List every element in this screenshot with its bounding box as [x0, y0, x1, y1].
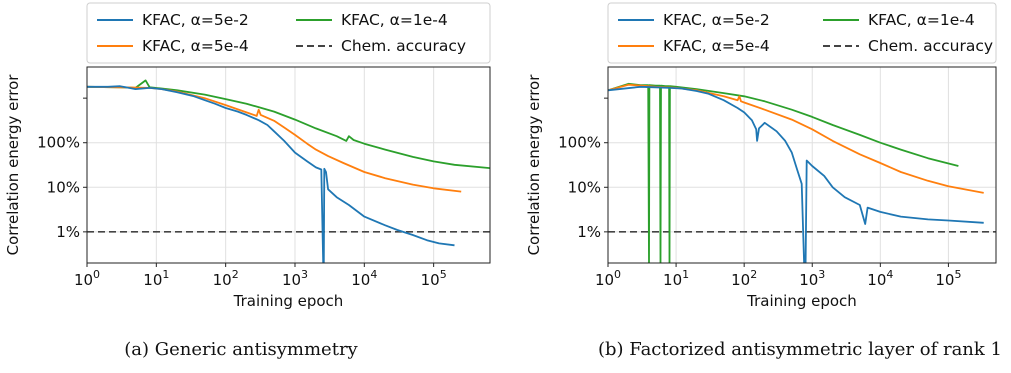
panel-b-grid: [607, 67, 996, 263]
panel-b-y-axis-label: Correlation energy error: [525, 74, 543, 256]
panel-b-legend-label-series-2: KFAC, α=5e-4: [663, 37, 770, 55]
panel-b-plot-area: [608, 82, 996, 263]
x-tick-label: 100: [595, 268, 621, 289]
x-tick-label: 100: [74, 268, 100, 289]
panel-a-caption: (a) Generic antisymmetry: [124, 339, 358, 360]
panel-b-x-ticks: 100 101 102 103 104 105: [595, 263, 961, 289]
panel-b-legend-label-series-3: KFAC, α=1e-4: [868, 11, 975, 29]
y-tick-label: 10%: [47, 178, 80, 196]
panel-a-legend-label-series-1: KFAC, α=5e-2: [142, 11, 249, 29]
panel-a-legend-box: [86, 2, 491, 64]
panel-b-legend: KFAC, α=5e-2 KFAC, α=5e-4 KFAC, α=1e-4 C…: [607, 2, 997, 64]
series-line-2: [608, 83, 984, 194]
panel-a-axes-frame: [86, 66, 491, 264]
y-tick-label: 1%: [56, 223, 80, 241]
panel-a-x-axis-label: Training epoch: [233, 292, 344, 310]
panel-a-x-ticks: 100 101 102 103 104 105: [74, 263, 447, 289]
panel-a-legend: KFAC, α=5e-2 KFAC, α=5e-4 KFAC, α=1e-4 C…: [86, 2, 491, 64]
series-line-2: [87, 85, 462, 193]
panel-a-y-axis-label: Correlation energy error: [4, 74, 22, 256]
panel-a-grid: [86, 67, 490, 263]
x-tick-label: 101: [663, 268, 689, 289]
panel-b-caption: (b) Factorized antisymmetric layer of ra…: [598, 339, 1002, 360]
panel-b-marks: [608, 82, 996, 263]
panel-a-legend-label-reference: Chem. accuracy: [341, 37, 466, 55]
series-line-3: [608, 82, 959, 263]
x-tick-label: 104: [351, 268, 377, 289]
panel-b: 100 101 102 103 104 105 100% 10% 1% Training ep…: [525, 2, 1002, 360]
x-tick-label: 105: [935, 268, 961, 289]
panel-a-plot-area: [87, 79, 490, 263]
x-tick-label: 105: [421, 268, 447, 289]
panel-a-marks: [87, 79, 490, 263]
y-tick-label: 1%: [577, 223, 601, 241]
panel-b-x-axis-label: Training epoch: [746, 292, 857, 310]
panel-a: 100 101 102 103 104 105 100% 10% 1% Training ep…: [4, 2, 491, 360]
y-tick-label: 100%: [558, 134, 601, 152]
x-tick-label: 102: [731, 268, 757, 289]
panel-b-legend-label-series-1: KFAC, α=5e-2: [663, 11, 770, 29]
y-tick-label: 10%: [568, 178, 601, 196]
panel-a-legend-label-series-2: KFAC, α=5e-4: [142, 37, 249, 55]
panel-a-y-ticks: 100% 10% 1%: [37, 97, 87, 241]
x-tick-label: 101: [143, 268, 169, 289]
panel-b-axes-frame: [607, 66, 997, 264]
y-tick-label: 100%: [37, 134, 80, 152]
x-tick-label: 102: [213, 268, 239, 289]
panel-b-legend-box: [607, 2, 997, 64]
panel-a-legend-label-series-3: KFAC, α=1e-4: [341, 11, 448, 29]
panel-b-y-ticks: 100% 10% 1%: [558, 97, 608, 241]
panel-b-legend-label-reference: Chem. accuracy: [868, 37, 993, 55]
series-line-1: [87, 85, 455, 263]
x-tick-label: 104: [867, 268, 893, 289]
x-tick-label: 103: [799, 268, 825, 289]
x-tick-label: 103: [282, 268, 308, 289]
series-line-3: [87, 79, 490, 169]
series-line-1: [608, 85, 984, 263]
